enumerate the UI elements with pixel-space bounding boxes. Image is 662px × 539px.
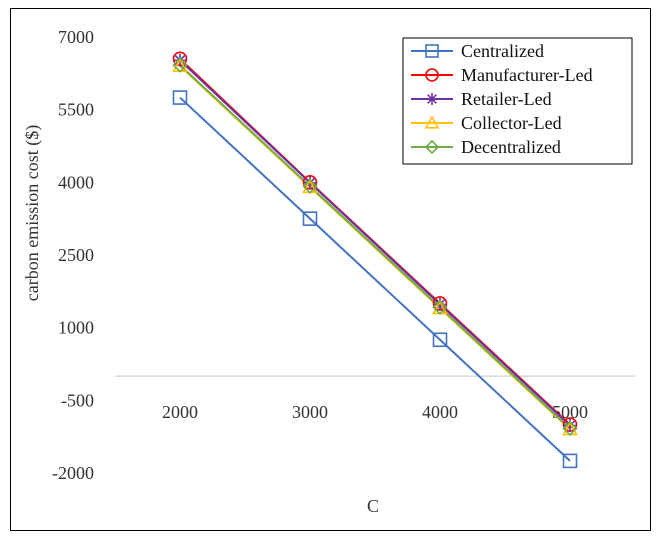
series-line: [179, 59, 571, 427]
marker-square: [562, 453, 578, 469]
y-tick-label: -500: [61, 390, 94, 410]
legend-box: [402, 37, 633, 165]
x-tick-label: 3000: [292, 402, 328, 422]
marker-diamond: [432, 299, 448, 315]
y-tick-label: 5500: [58, 100, 94, 120]
x-tick-label: 4000: [422, 402, 458, 422]
series-lines: [179, 58, 571, 462]
marker-circle: [425, 68, 439, 82]
marker-diamond: [302, 178, 318, 194]
legend: Centralized Manufacturer-Led Retailer-Led C…: [402, 37, 633, 165]
marker-diamond: [562, 420, 578, 437]
marker-square: [425, 44, 439, 58]
x-tick-labels: 2000 3000 4000 5000: [162, 402, 588, 422]
marker-square: [432, 332, 448, 348]
legend-label: Collector-Led: [461, 113, 562, 133]
marker-diamond: [172, 57, 188, 73]
legend-label: Retailer-Led: [461, 89, 552, 109]
y-tick-label: -2000: [52, 463, 94, 483]
series-markers: [172, 51, 578, 469]
marker-diamond: [424, 139, 440, 155]
y-axis-title: carbon emission cost ($): [22, 125, 43, 301]
marker-triangle: [424, 115, 440, 129]
y-tick-label: 4000: [58, 172, 94, 192]
marker-square: [172, 90, 188, 105]
series-line: [179, 96, 571, 462]
marker-asterisk: [433, 297, 447, 311]
y-tick-labels: 7000 5500 4000 2500 1000 -500 -2000: [52, 27, 94, 483]
y-tick-label: 1000: [58, 318, 94, 338]
marker-asterisk: [563, 419, 577, 433]
marker-asterisk: [303, 176, 317, 190]
legend-label: Decentralized: [461, 137, 561, 157]
x-axis-title: C: [367, 496, 379, 516]
series-line: [179, 64, 571, 430]
marker-asterisk: [426, 93, 438, 105]
legend-label: Centralized: [461, 41, 544, 61]
marker-square: [302, 211, 318, 226]
y-tick-label: 2500: [58, 245, 94, 265]
legend-label: Manufacturer-Led: [461, 65, 593, 85]
x-tick-label: 2000: [162, 402, 198, 422]
y-tick-label: 7000: [58, 27, 94, 47]
